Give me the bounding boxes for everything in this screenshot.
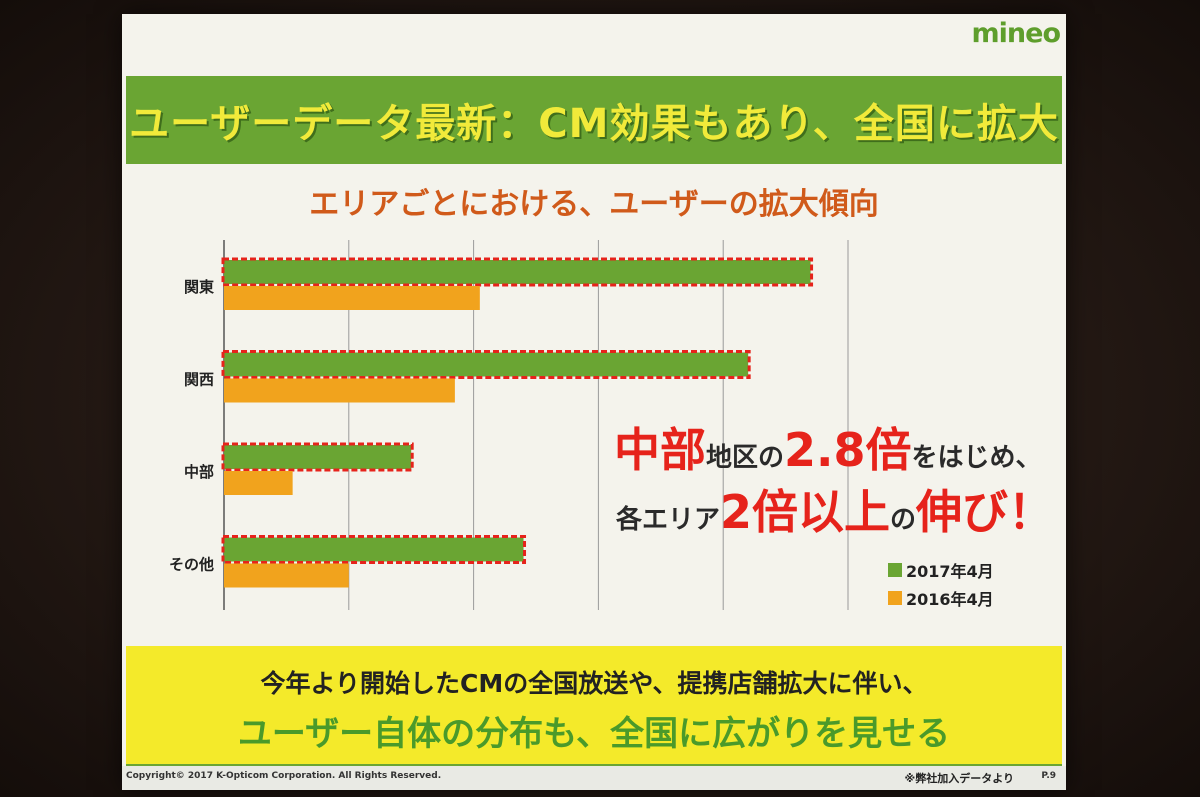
bar-2017-highlight <box>221 257 814 287</box>
mineo-logo: mineo <box>971 18 1061 49</box>
callout-region: 中部 <box>614 423 706 477</box>
legend: 2017年4月 2016年4月 <box>888 556 994 612</box>
category-label: 関東 <box>184 278 214 296</box>
callout-text-3: 各エリア <box>616 505 721 535</box>
legend-item-2016: 2016年4月 <box>888 584 994 612</box>
bar-2017 <box>224 352 749 377</box>
category-label: その他 <box>169 556 214 574</box>
summary-line-1: 今年より開始したCMの全国放送や、提携店舗拡大に伴い、 <box>260 669 928 698</box>
callout-line-2: 各エリア2倍以上の伸び！ <box>616 476 1066 542</box>
slide-title: ユーザーデータ最新：CM効果もあり、全国に拡大 <box>129 101 1059 147</box>
category-label: 関西 <box>184 371 214 389</box>
bar-2017 <box>224 260 811 284</box>
summary-band: 今年より開始したCMの全国放送や、提携店舗拡大に伴い、 ユーザー自体の分布も、全… <box>126 646 1062 764</box>
callout-growth: 伸び！ <box>916 485 1055 539</box>
bar-2017-highlight <box>221 535 527 564</box>
footer: Copyright© 2017 K-Opticom Corporation. A… <box>122 766 1066 790</box>
data-source-note: ※弊社加入データより <box>904 772 1014 785</box>
legend-item-2017: 2017年4月 <box>888 556 994 584</box>
page-number: P.9 <box>1041 771 1056 781</box>
callout-text-2: をはじめ、 <box>911 443 1042 473</box>
callout-multiplier: 2.8倍 <box>784 423 912 477</box>
callout-line-1: 中部地区の2.8倍をはじめ、 <box>614 414 1066 480</box>
footer-divider <box>126 764 1062 767</box>
callout-text-1: 地区の <box>706 443 785 473</box>
bar-2017-highlight <box>221 442 414 472</box>
bar-2017 <box>224 537 524 562</box>
legend-label-2016: 2016年4月 <box>906 590 994 609</box>
callout-text-4: の <box>890 505 917 535</box>
bar-2017 <box>224 445 412 469</box>
copyright: Copyright© 2017 K-Opticom Corporation. A… <box>126 771 442 781</box>
title-bar: ユーザーデータ最新：CM効果もあり、全国に拡大 <box>126 76 1062 164</box>
category-label: 中部 <box>184 463 214 481</box>
bar-2016 <box>224 471 293 495</box>
chart-title: エリアごとにおける、ユーザーの拡大傾向 <box>309 187 879 222</box>
legend-swatch-2016 <box>888 591 902 605</box>
legend-swatch-2017 <box>888 563 902 577</box>
legend-label-2017: 2017年4月 <box>906 562 994 581</box>
slide: mineo ユーザーデータ最新：CM効果もあり、全国に拡大 エリアごとにおける、… <box>122 14 1066 790</box>
summary-line-2: ユーザー自体の分布も、全国に広がりを見せる <box>237 714 951 754</box>
bar-2016 <box>224 378 455 403</box>
bar-2016 <box>224 563 349 588</box>
callout-double: 2倍以上 <box>720 485 891 539</box>
bar-2017-highlight <box>221 350 751 379</box>
bar-2016 <box>224 286 480 310</box>
